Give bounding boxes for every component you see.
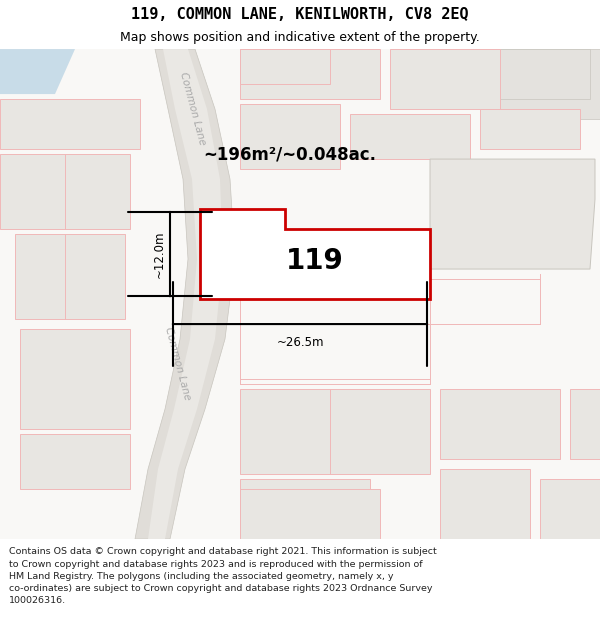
Polygon shape <box>540 479 600 539</box>
Polygon shape <box>240 104 340 169</box>
Polygon shape <box>240 479 370 539</box>
Polygon shape <box>480 49 600 119</box>
Polygon shape <box>430 159 595 269</box>
Polygon shape <box>15 234 125 319</box>
Polygon shape <box>480 109 580 149</box>
Polygon shape <box>20 434 130 489</box>
Text: Map shows position and indicative extent of the property.: Map shows position and indicative extent… <box>120 31 480 44</box>
Polygon shape <box>390 49 500 109</box>
Polygon shape <box>0 49 600 539</box>
Polygon shape <box>20 329 130 429</box>
Text: ~12.0m: ~12.0m <box>153 230 166 278</box>
Polygon shape <box>440 469 530 539</box>
Polygon shape <box>135 49 235 539</box>
Polygon shape <box>0 154 130 229</box>
Polygon shape <box>350 114 470 159</box>
Text: ~26.5m: ~26.5m <box>276 336 324 349</box>
Polygon shape <box>240 389 430 474</box>
Polygon shape <box>240 49 380 99</box>
Polygon shape <box>440 389 560 459</box>
Text: Contains OS data © Crown copyright and database right 2021. This information is : Contains OS data © Crown copyright and d… <box>9 548 437 605</box>
Polygon shape <box>0 99 140 149</box>
Polygon shape <box>490 49 590 99</box>
Polygon shape <box>0 49 75 94</box>
Polygon shape <box>240 489 380 539</box>
Polygon shape <box>240 49 330 84</box>
Text: 119: 119 <box>286 247 344 275</box>
Polygon shape <box>148 49 223 539</box>
Polygon shape <box>200 209 430 299</box>
Text: Common Lane: Common Lane <box>163 326 193 402</box>
Text: ~196m²/~0.048ac.: ~196m²/~0.048ac. <box>203 145 377 163</box>
Text: Common Lane: Common Lane <box>178 71 208 147</box>
Text: 119, COMMON LANE, KENILWORTH, CV8 2EQ: 119, COMMON LANE, KENILWORTH, CV8 2EQ <box>131 7 469 22</box>
Polygon shape <box>570 389 600 459</box>
